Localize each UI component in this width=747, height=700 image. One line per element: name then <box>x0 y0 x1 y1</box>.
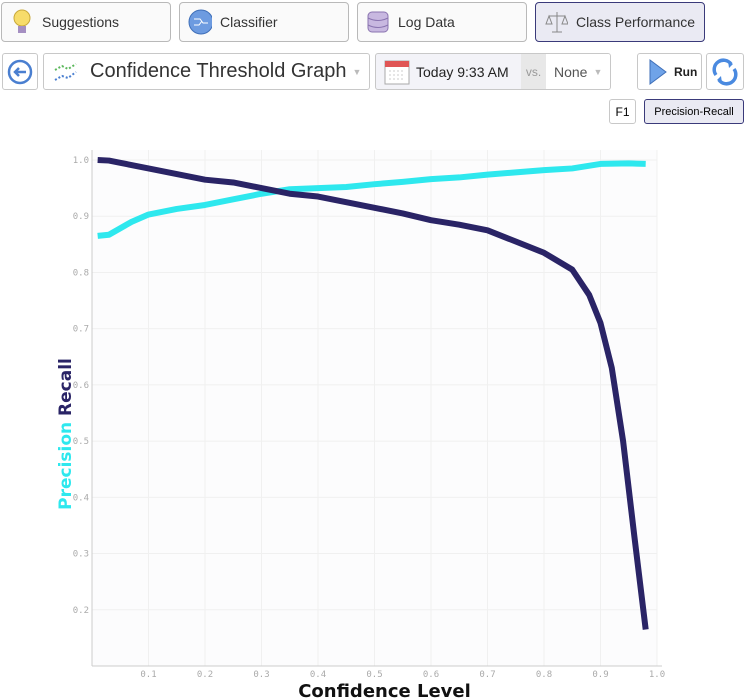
y-tick-label: 0.8 <box>73 268 89 278</box>
run-button[interactable]: Run <box>637 53 702 90</box>
y-label-recall: Recall <box>56 358 76 422</box>
lightbulb-icon <box>10 8 34 36</box>
y-tick-label: 0.9 <box>73 212 89 222</box>
series-line-precision <box>97 160 646 239</box>
line-chart-icon <box>54 62 77 81</box>
x-tick-label: 0.9 <box>592 670 608 680</box>
chevron-down-icon: ▼ <box>352 66 362 77</box>
date-compare-group: Today 9:33 AM vs. None ▼ <box>375 53 611 90</box>
calendar-icon <box>384 60 410 84</box>
date-value: Today 9:33 AM <box>416 63 509 80</box>
x-tick-label: 0.1 <box>140 670 156 680</box>
x-tick-label: 0.6 <box>423 670 439 680</box>
y-tick-label: 0.5 <box>73 437 89 447</box>
x-axis-label: Confidence Level <box>298 681 471 700</box>
x-tick-label: 0.5 <box>366 670 382 680</box>
tab-label: Classifier <box>220 14 278 30</box>
x-tick-label: 0.7 <box>479 670 495 680</box>
y-axis-label: Precision Recall <box>56 358 76 510</box>
y-tick-label: 0.2 <box>73 606 89 616</box>
x-tick-label: 0.4 <box>310 670 326 680</box>
graph-select[interactable]: Confidence Threshold Graph ▼ <box>43 53 370 90</box>
x-tick-label: 1.0 <box>649 670 665 680</box>
pr-label: Precision-Recall <box>654 105 734 118</box>
tab-label: Log Data <box>398 14 455 30</box>
vs-label: vs. <box>521 54 546 89</box>
database-icon <box>366 8 390 36</box>
run-label: Run <box>674 64 698 79</box>
precision-recall-button[interactable]: Precision-Recall <box>644 99 744 124</box>
chevron-down-icon: ▼ <box>593 66 603 77</box>
tab-classifier[interactable]: Classifier <box>179 2 349 42</box>
x-tick-label: 0.2 <box>197 670 213 680</box>
tab-label: Suggestions <box>42 14 120 30</box>
f1-button[interactable]: F1 <box>609 99 636 124</box>
play-icon <box>649 58 667 85</box>
date-picker[interactable]: Today 9:33 AM <box>376 54 521 89</box>
compare-value: None <box>554 63 588 80</box>
tab-suggestions[interactable]: Suggestions <box>1 2 171 42</box>
refresh-button[interactable] <box>706 53 744 90</box>
scales-icon <box>544 8 568 36</box>
y-tick-label: 0.6 <box>73 381 89 391</box>
tab-log-data[interactable]: Log Data <box>357 2 527 42</box>
compare-select[interactable]: None ▼ <box>546 54 610 89</box>
refresh-icon <box>712 58 738 85</box>
y-tick-label: 0.3 <box>73 550 89 560</box>
f1-label: F1 <box>615 104 630 119</box>
tab-class-performance[interactable]: Class Performance <box>535 2 705 42</box>
y-tick-label: 0.7 <box>73 325 89 335</box>
back-button[interactable] <box>2 53 38 90</box>
x-tick-label: 0.3 <box>253 670 269 680</box>
network-icon <box>188 8 212 36</box>
tab-label: Class Performance <box>576 14 696 30</box>
y-tick-label: 1.0 <box>73 156 89 166</box>
back-arrow-icon <box>7 59 33 84</box>
graph-select-value: Confidence Threshold Graph <box>90 60 347 82</box>
y-label-precision: Precision <box>56 422 76 510</box>
x-tick-label: 0.8 <box>536 670 552 680</box>
y-tick-label: 0.4 <box>73 493 89 503</box>
series-line-recall <box>97 157 649 630</box>
